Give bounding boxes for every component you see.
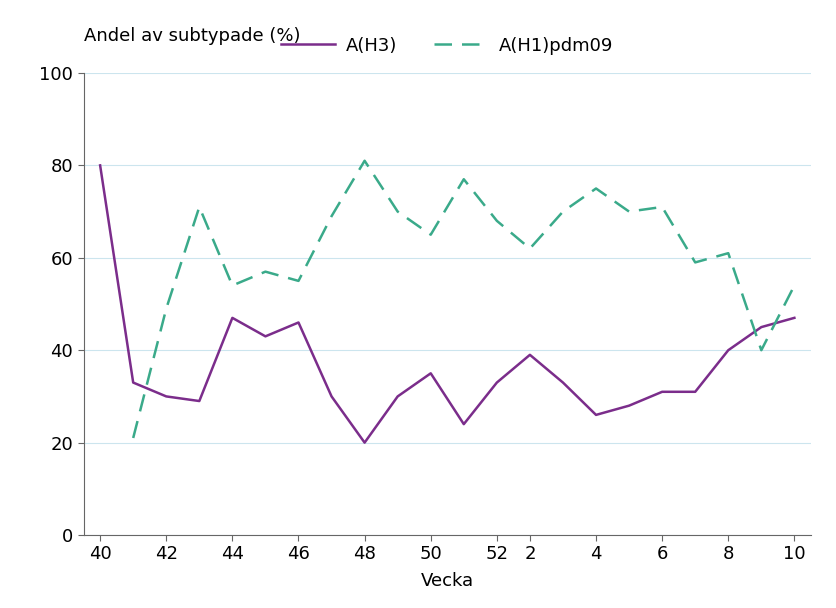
- A(H3): [657, 388, 667, 395]
- A(H3): [757, 323, 767, 331]
- A(H3): [691, 388, 701, 395]
- A(H1)pdm09: [691, 259, 701, 266]
- A(H3): [591, 411, 601, 418]
- A(H3): [393, 393, 403, 400]
- A(H1)pdm09: [723, 249, 733, 257]
- A(H1)pdm09: [591, 185, 601, 192]
- A(H1)pdm09: [161, 305, 171, 313]
- A(H3): [426, 370, 436, 377]
- A(H1)pdm09: [492, 217, 502, 224]
- A(H3): [161, 393, 171, 400]
- A(H3): [293, 319, 303, 326]
- A(H3): [327, 393, 337, 400]
- A(H1)pdm09: [293, 277, 303, 285]
- Line: A(H1)pdm09: A(H1)pdm09: [133, 161, 794, 438]
- A(H3): [459, 421, 469, 428]
- A(H3): [492, 379, 502, 386]
- A(H3): [558, 379, 568, 386]
- A(H3): [624, 402, 634, 409]
- A(H1)pdm09: [525, 245, 535, 252]
- A(H1)pdm09: [227, 282, 237, 289]
- A(H1)pdm09: [459, 176, 469, 183]
- A(H3): [128, 379, 138, 386]
- Legend: A(H3), A(H1)pdm09: A(H3), A(H1)pdm09: [282, 36, 613, 55]
- A(H3): [525, 351, 535, 359]
- A(H3): [359, 439, 370, 446]
- A(H1)pdm09: [393, 208, 403, 215]
- Text: Andel av subtypade (%): Andel av subtypade (%): [84, 27, 300, 45]
- A(H1)pdm09: [757, 347, 767, 354]
- A(H3): [261, 333, 271, 340]
- A(H3): [194, 398, 204, 405]
- Line: A(H3): A(H3): [100, 165, 794, 443]
- A(H1)pdm09: [327, 213, 337, 220]
- A(H1)pdm09: [558, 208, 568, 215]
- A(H1)pdm09: [789, 282, 799, 289]
- A(H1)pdm09: [128, 434, 138, 441]
- A(H3): [95, 162, 105, 169]
- A(H1)pdm09: [359, 157, 370, 164]
- A(H1)pdm09: [261, 268, 271, 275]
- A(H1)pdm09: [194, 203, 204, 210]
- A(H1)pdm09: [657, 203, 667, 210]
- A(H3): [723, 347, 733, 354]
- A(H1)pdm09: [426, 231, 436, 238]
- A(H1)pdm09: [624, 208, 634, 215]
- A(H3): [789, 314, 799, 322]
- X-axis label: Vecka: Vecka: [421, 572, 474, 590]
- A(H3): [227, 314, 237, 322]
